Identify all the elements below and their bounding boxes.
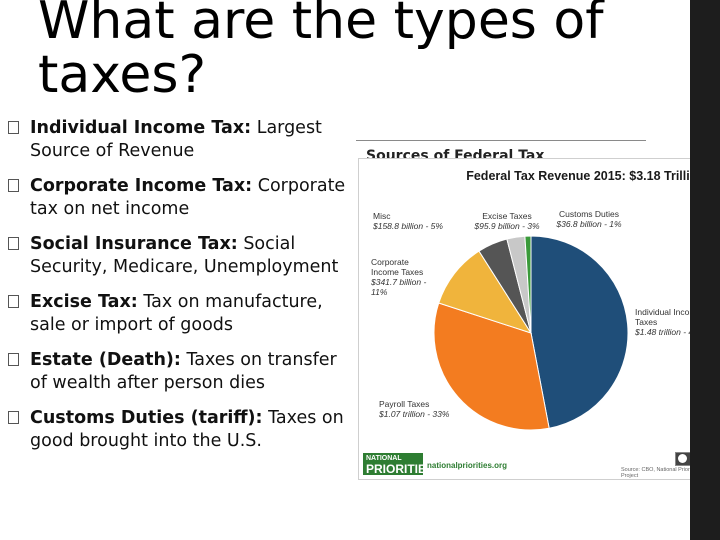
bullet-social-insurance-tax: Social Insurance Tax: Social Security, M… (6, 233, 351, 279)
bullet-desc: Corporate tax on net income (30, 176, 346, 219)
label-excise-name: Excise Taxes (482, 211, 532, 221)
logo-big-text: PRIORITIES (366, 462, 435, 476)
label-customs-name: Customs Duties (559, 209, 619, 219)
bullet-box-icon (8, 237, 19, 250)
chart-footer: NATIONAL PRIORITIES nationalpriorities.o… (359, 449, 715, 479)
bullet-box-icon (8, 179, 19, 192)
bullet-corporate-income-tax: Corporate Income Tax: Corporate tax on n… (6, 175, 351, 221)
label-individual: Individual Income Taxes $1.48 trillion -… (635, 307, 707, 337)
bullet-term: Individual Income Tax: (30, 118, 252, 138)
cc-circle-icon (678, 454, 687, 463)
label-payroll-name: Payroll Taxes (379, 399, 430, 409)
label-corporate-name: Corporate Income Taxes (371, 257, 424, 277)
bullet-desc: Social Security, Medicare, Unemployment (30, 234, 339, 277)
right-edge-bar (690, 0, 720, 540)
chart-behind-title: Sources of Federal Tax (366, 148, 545, 158)
bullet-term: Estate (Death): (30, 350, 181, 370)
bullet-box-icon (8, 411, 19, 424)
bullet-list: Individual Income Tax: Largest Source of… (6, 117, 351, 465)
pie-chart-svg (433, 235, 629, 431)
label-individual-value: $1.48 trillion - 47% (635, 327, 706, 337)
bullet-estate-tax: Estate (Death): Taxes on transfer of wea… (6, 349, 351, 395)
label-individual-name: Individual Income Taxes (635, 307, 702, 327)
logo-small-text: NATIONAL (366, 455, 402, 462)
bullet-term: Excise Tax: (30, 292, 138, 312)
label-payroll-value: $1.07 trillion - 33% (379, 409, 450, 419)
bullet-individual-income-tax: Individual Income Tax: Largest Source of… (6, 117, 351, 163)
chart-divider-line (356, 140, 646, 141)
pie-slice-customs-duties (524, 235, 532, 334)
bullet-desc: Tax on manufacture, sale or import of go… (30, 292, 323, 335)
national-priorities-logo: NATIONAL PRIORITIES (363, 453, 435, 476)
pie-slice-individual-income-taxes (530, 235, 629, 429)
label-customs: Customs Duties $36.8 billion - 1% (549, 209, 629, 229)
pie-slice-payroll-taxes (433, 302, 550, 431)
logo-url: nationalpriorities.org (427, 461, 508, 470)
pie-chart-card: Federal Tax Revenue 2015: $3.18 Trillion… (358, 158, 716, 480)
label-corporate: Corporate Income Taxes $341.7 billion - … (371, 257, 435, 297)
bullet-box-icon (8, 353, 19, 366)
label-customs-value: $36.8 billion - 1% (556, 219, 622, 229)
label-payroll: Payroll Taxes $1.07 trillion - 33% (379, 399, 449, 419)
label-corporate-value: $341.7 billion - 11% (371, 277, 427, 297)
chart-title: Federal Tax Revenue 2015: $3.18 Trillion (466, 169, 705, 183)
bullet-term: Corporate Income Tax: (30, 176, 253, 196)
bullet-customs-duties: Customs Duties (tariff): Taxes on good b… (6, 407, 351, 453)
pie-slice-corporate-income-taxes (438, 250, 533, 334)
slide-title: What are the types of taxes? (38, 0, 604, 105)
bullet-desc: Taxes on transfer of wealth after person… (30, 350, 337, 393)
bullet-desc: Largest Source of Revenue (30, 118, 322, 161)
label-excise: Excise Taxes $95.9 billion - 3% (467, 211, 547, 231)
bullet-excise-tax: Excise Tax: Tax on manufacture, sale or … (6, 291, 351, 337)
label-misc: Misc $158.8 billion - 5% (373, 211, 443, 231)
bullet-desc: Taxes on good brought into the U.S. (30, 408, 344, 451)
bullet-term: Customs Duties (tariff): (30, 408, 263, 428)
chart-source: Source: CBO, National Priorities Project (621, 467, 700, 479)
label-misc-value: $158.8 billion - 5% (373, 221, 443, 231)
bullet-box-icon (8, 295, 19, 308)
bullet-box-icon (8, 121, 19, 134)
label-misc-name: Misc (373, 211, 391, 221)
label-excise-value: $95.9 billion - 3% (474, 221, 540, 231)
bullet-term: Social Insurance Tax: (30, 234, 238, 254)
